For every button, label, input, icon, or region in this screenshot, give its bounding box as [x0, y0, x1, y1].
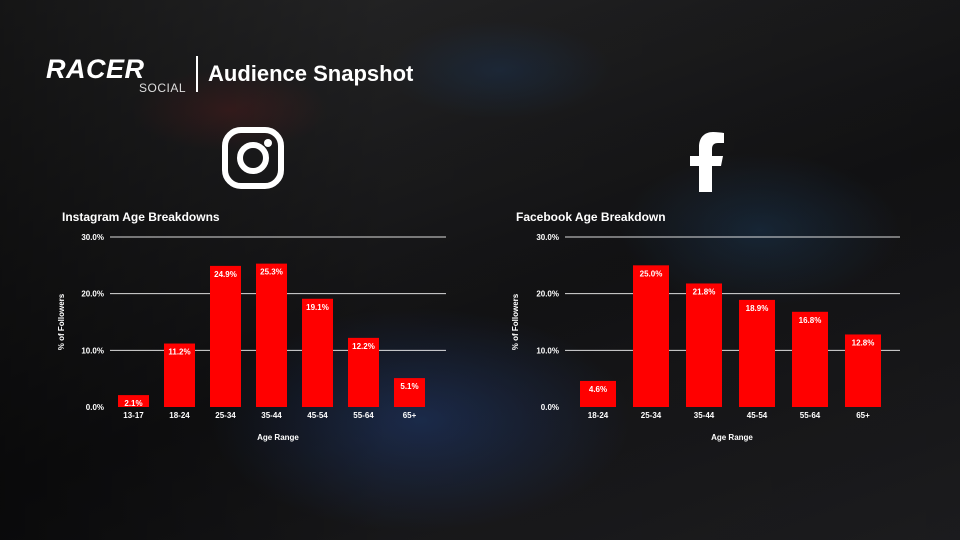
fb-x-tick-label: 35-44 [694, 411, 715, 420]
instagram-chart-title: Instagram Age Breakdowns [62, 210, 220, 224]
fb-data-label: 4.6% [589, 385, 607, 394]
ig-data-label: 2.1% [124, 399, 142, 408]
fb-x-axis-label: Age Range [711, 433, 753, 442]
fb-y-tick-label: 20.0% [536, 290, 559, 299]
fb-x-tick-label: 65+ [856, 411, 870, 420]
ig-bar [302, 298, 333, 407]
ig-x-tick-label: 25-34 [215, 411, 236, 420]
fb-y-axis-label: % of Followers [511, 293, 520, 350]
ig-y-tick-label: 30.0% [81, 233, 104, 242]
ig-x-tick-label: 45-54 [307, 411, 328, 420]
instagram-icon [222, 127, 284, 189]
ig-y-tick-label: 10.0% [81, 346, 104, 355]
fb-bar [739, 299, 775, 407]
ig-y-tick-label: 20.0% [81, 290, 104, 299]
racer-social-logo: RACER SOCIAL [46, 54, 188, 96]
ig-bar [348, 337, 379, 407]
ig-bar [394, 378, 425, 407]
ig-x-tick-label: 35-44 [261, 411, 282, 420]
facebook-chart-title: Facebook Age Breakdown [516, 210, 666, 224]
ig-bar [256, 263, 287, 407]
ig-x-axis-label: Age Range [257, 433, 299, 442]
ig-x-tick-label: 55-64 [353, 411, 374, 420]
ig-data-label: 11.2% [168, 348, 190, 357]
ig-data-label: 5.1% [400, 382, 418, 391]
ig-x-tick-label: 13-17 [123, 411, 144, 420]
ig-data-label: 24.9% [214, 270, 237, 279]
fb-x-tick-label: 25-34 [641, 411, 662, 420]
ig-bar [164, 343, 195, 407]
fb-data-label: 12.8% [852, 338, 875, 347]
ig-y-axis-label: % of Followers [57, 293, 66, 350]
logo-main-text: RACER [46, 54, 145, 84]
ig-data-label: 25.3% [260, 268, 283, 277]
fb-x-tick-label: 45-54 [747, 411, 768, 420]
fb-y-tick-label: 30.0% [536, 233, 559, 242]
fb-data-label: 21.8% [693, 287, 716, 296]
ig-bar [210, 265, 241, 407]
ig-x-tick-label: 18-24 [169, 411, 190, 420]
ig-data-label: 19.1% [306, 303, 329, 312]
header-divider [196, 56, 198, 92]
ig-x-tick-label: 65+ [403, 411, 417, 420]
fb-bar [686, 283, 722, 407]
ig-y-tick-label: 0.0% [86, 403, 104, 412]
page-title: Audience Snapshot [208, 61, 414, 86]
fb-x-tick-label: 18-24 [588, 411, 609, 420]
fb-data-label: 25.0% [640, 269, 663, 278]
ig-bar [118, 395, 149, 407]
fb-bar [792, 311, 828, 407]
ig-data-label: 12.2% [352, 342, 375, 351]
fb-bar [845, 334, 881, 407]
fb-bar [633, 265, 669, 407]
logo-sub-text: SOCIAL [138, 81, 186, 95]
facebook-icon [686, 130, 726, 192]
fb-data-label: 18.9% [746, 304, 769, 313]
fb-y-tick-label: 0.0% [541, 403, 559, 412]
fb-y-tick-label: 10.0% [536, 346, 559, 355]
fb-data-label: 16.8% [799, 316, 822, 325]
header: RACER SOCIAL Audience Snapshot [46, 54, 414, 96]
fb-x-tick-label: 55-64 [800, 411, 821, 420]
fb-bar [580, 380, 616, 407]
